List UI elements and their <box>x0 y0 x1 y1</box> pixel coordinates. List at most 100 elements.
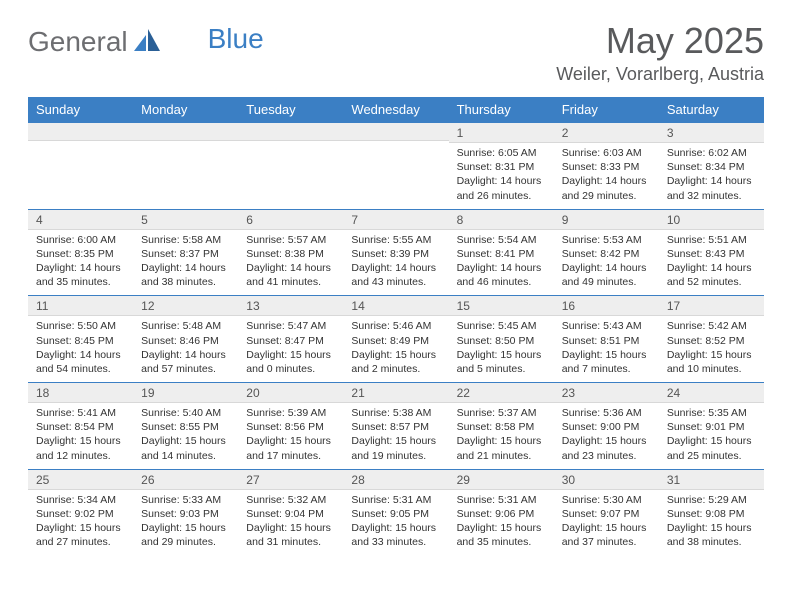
day-detail-line: and 35 minutes. <box>457 535 546 549</box>
day-detail-line: Daylight: 15 hours <box>667 434 756 448</box>
day-detail-line: and 12 minutes. <box>36 449 125 463</box>
day-detail-line: Sunset: 8:56 PM <box>246 420 335 434</box>
day-detail-line: Sunrise: 5:48 AM <box>141 319 230 333</box>
day-detail-line: Daylight: 14 hours <box>141 261 230 275</box>
day-cell: 11Sunrise: 5:50 AMSunset: 8:45 PMDayligh… <box>28 296 133 383</box>
day-detail-line: Sunrise: 6:05 AM <box>457 146 546 160</box>
day-detail-line: Daylight: 14 hours <box>457 174 546 188</box>
days-of-week-row: Sunday Monday Tuesday Wednesday Thursday… <box>28 97 764 123</box>
day-details: Sunrise: 6:00 AMSunset: 8:35 PMDaylight:… <box>28 230 133 296</box>
title-block: May 2025 Weiler, Vorarlberg, Austria <box>556 20 764 85</box>
day-detail-line: Sunrise: 5:46 AM <box>351 319 440 333</box>
empty-day-body <box>28 141 133 201</box>
day-details: Sunrise: 5:58 AMSunset: 8:37 PMDaylight:… <box>133 230 238 296</box>
day-detail-line: Daylight: 15 hours <box>457 434 546 448</box>
day-detail-line: Daylight: 15 hours <box>562 434 651 448</box>
day-cell: 16Sunrise: 5:43 AMSunset: 8:51 PMDayligh… <box>554 296 659 383</box>
day-cell: 26Sunrise: 5:33 AMSunset: 9:03 PMDayligh… <box>133 469 238 555</box>
day-detail-line: and 21 minutes. <box>457 449 546 463</box>
day-detail-line: and 29 minutes. <box>562 189 651 203</box>
location-text: Weiler, Vorarlberg, Austria <box>556 64 764 85</box>
day-detail-line: Daylight: 15 hours <box>36 521 125 535</box>
logo-sail-icon <box>134 26 160 58</box>
day-cell: 15Sunrise: 5:45 AMSunset: 8:50 PMDayligh… <box>449 296 554 383</box>
day-detail-line: and 7 minutes. <box>562 362 651 376</box>
day-detail-line: Sunset: 8:47 PM <box>246 334 335 348</box>
day-detail-line: Sunrise: 5:43 AM <box>562 319 651 333</box>
day-detail-line: Sunset: 9:04 PM <box>246 507 335 521</box>
day-detail-line: and 14 minutes. <box>141 449 230 463</box>
day-number: 23 <box>554 383 659 403</box>
day-details: Sunrise: 5:36 AMSunset: 9:00 PMDaylight:… <box>554 403 659 469</box>
day-detail-line: Sunrise: 5:40 AM <box>141 406 230 420</box>
day-details: Sunrise: 5:39 AMSunset: 8:56 PMDaylight:… <box>238 403 343 469</box>
day-detail-line: Sunset: 8:57 PM <box>351 420 440 434</box>
day-number: 1 <box>449 123 554 143</box>
day-number: 5 <box>133 210 238 230</box>
week-row: 4Sunrise: 6:00 AMSunset: 8:35 PMDaylight… <box>28 209 764 296</box>
day-cell: 13Sunrise: 5:47 AMSunset: 8:47 PMDayligh… <box>238 296 343 383</box>
day-details: Sunrise: 5:37 AMSunset: 8:58 PMDaylight:… <box>449 403 554 469</box>
day-details: Sunrise: 5:45 AMSunset: 8:50 PMDaylight:… <box>449 316 554 382</box>
day-number: 27 <box>238 470 343 490</box>
dow-mon: Monday <box>133 97 238 123</box>
day-detail-line: Sunset: 8:49 PM <box>351 334 440 348</box>
day-number: 6 <box>238 210 343 230</box>
day-detail-line: Sunset: 8:43 PM <box>667 247 756 261</box>
day-detail-line: and 33 minutes. <box>351 535 440 549</box>
week-row: 18Sunrise: 5:41 AMSunset: 8:54 PMDayligh… <box>28 383 764 470</box>
day-details: Sunrise: 5:40 AMSunset: 8:55 PMDaylight:… <box>133 403 238 469</box>
day-number: 17 <box>659 296 764 316</box>
day-detail-line: Daylight: 15 hours <box>457 348 546 362</box>
week-row: 11Sunrise: 5:50 AMSunset: 8:45 PMDayligh… <box>28 296 764 383</box>
day-details: Sunrise: 5:41 AMSunset: 8:54 PMDaylight:… <box>28 403 133 469</box>
day-detail-line: and 27 minutes. <box>36 535 125 549</box>
empty-day-body <box>133 141 238 201</box>
day-detail-line: Daylight: 14 hours <box>562 174 651 188</box>
day-detail-line: Daylight: 15 hours <box>246 348 335 362</box>
day-number: 31 <box>659 470 764 490</box>
day-detail-line: Sunrise: 5:38 AM <box>351 406 440 420</box>
logo: General Blue <box>28 26 264 58</box>
day-detail-line: Sunrise: 5:42 AM <box>667 319 756 333</box>
day-number: 2 <box>554 123 659 143</box>
day-number: 18 <box>28 383 133 403</box>
day-details: Sunrise: 5:30 AMSunset: 9:07 PMDaylight:… <box>554 490 659 556</box>
empty-day-band <box>238 123 343 141</box>
day-detail-line: Sunrise: 6:03 AM <box>562 146 651 160</box>
day-detail-line: and 25 minutes. <box>667 449 756 463</box>
day-detail-line: Daylight: 15 hours <box>562 348 651 362</box>
day-detail-line: Sunrise: 5:39 AM <box>246 406 335 420</box>
day-cell: 12Sunrise: 5:48 AMSunset: 8:46 PMDayligh… <box>133 296 238 383</box>
day-detail-line: and 41 minutes. <box>246 275 335 289</box>
day-details: Sunrise: 6:03 AMSunset: 8:33 PMDaylight:… <box>554 143 659 209</box>
day-cell: 8Sunrise: 5:54 AMSunset: 8:41 PMDaylight… <box>449 209 554 296</box>
day-number: 7 <box>343 210 448 230</box>
day-cell: 5Sunrise: 5:58 AMSunset: 8:37 PMDaylight… <box>133 209 238 296</box>
day-detail-line: and 17 minutes. <box>246 449 335 463</box>
day-details: Sunrise: 5:33 AMSunset: 9:03 PMDaylight:… <box>133 490 238 556</box>
day-detail-line: Sunset: 8:51 PM <box>562 334 651 348</box>
day-detail-line: Sunrise: 5:34 AM <box>36 493 125 507</box>
day-cell: 19Sunrise: 5:40 AMSunset: 8:55 PMDayligh… <box>133 383 238 470</box>
day-detail-line: and 32 minutes. <box>667 189 756 203</box>
day-detail-line: Daylight: 14 hours <box>562 261 651 275</box>
day-detail-line: and 19 minutes. <box>351 449 440 463</box>
header: General Blue May 2025 Weiler, Vorarlberg… <box>28 20 764 85</box>
day-detail-line: Sunrise: 5:47 AM <box>246 319 335 333</box>
day-cell <box>238 123 343 210</box>
logo-text-1: General <box>28 26 128 58</box>
day-detail-line: Sunset: 8:33 PM <box>562 160 651 174</box>
day-number: 22 <box>449 383 554 403</box>
day-detail-line: Sunrise: 6:00 AM <box>36 233 125 247</box>
day-detail-line: and 57 minutes. <box>141 362 230 376</box>
day-detail-line: and 38 minutes. <box>667 535 756 549</box>
day-detail-line: Daylight: 15 hours <box>457 521 546 535</box>
day-detail-line: Sunset: 8:42 PM <box>562 247 651 261</box>
day-number: 15 <box>449 296 554 316</box>
dow-sat: Saturday <box>659 97 764 123</box>
day-detail-line: Sunset: 8:35 PM <box>36 247 125 261</box>
day-detail-line: Daylight: 14 hours <box>667 174 756 188</box>
day-detail-line: Daylight: 15 hours <box>351 348 440 362</box>
day-detail-line: and 35 minutes. <box>36 275 125 289</box>
